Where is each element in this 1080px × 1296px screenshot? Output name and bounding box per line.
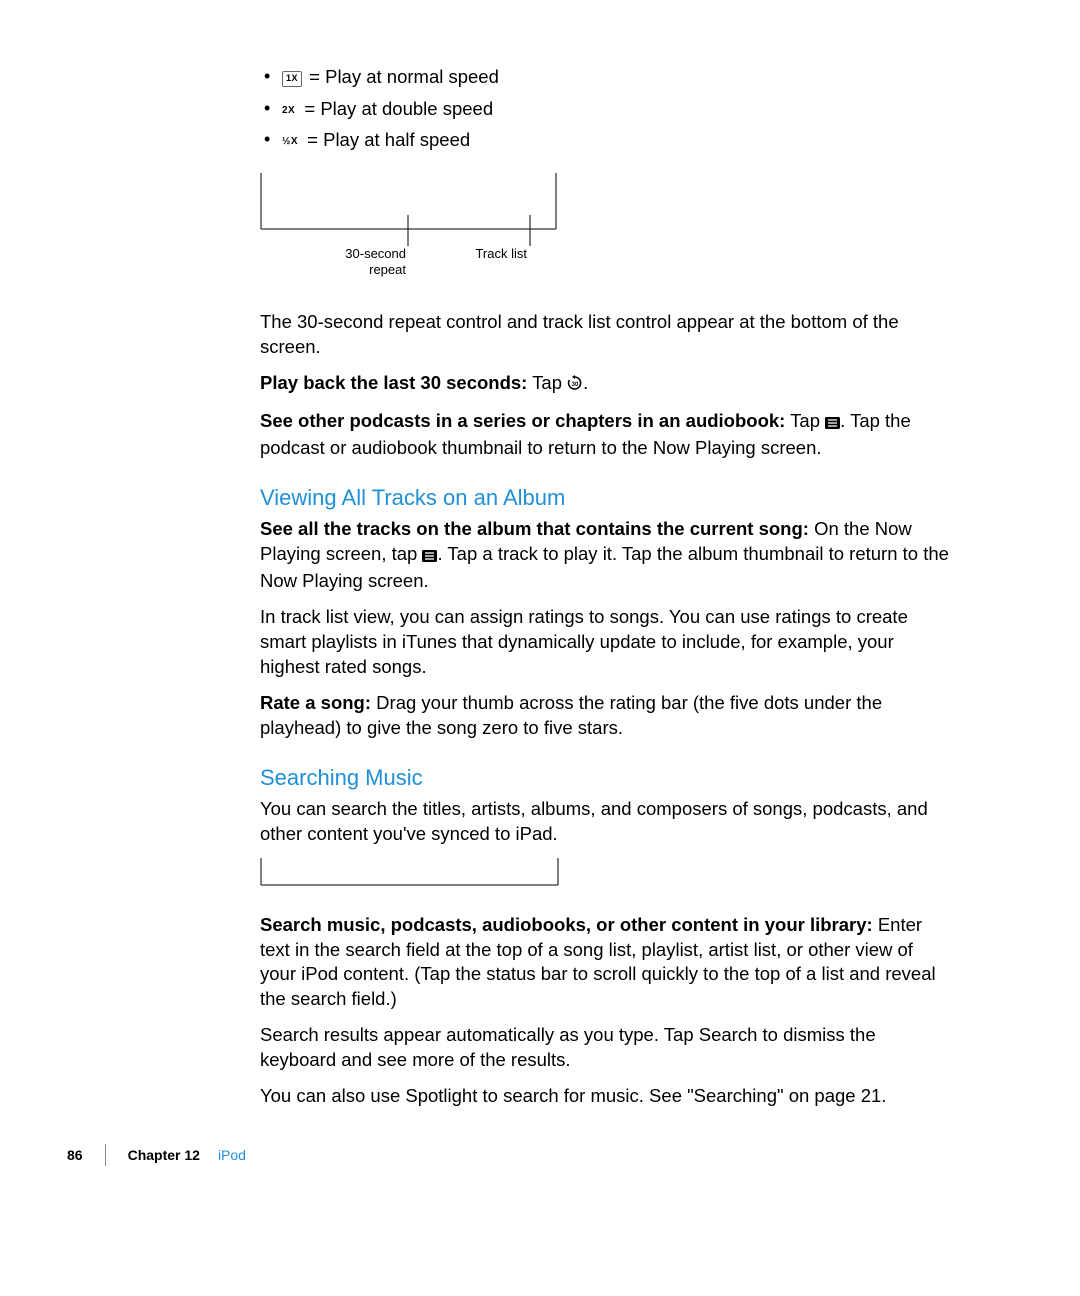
para-repeat-appear: The 30-second repeat control and track l… xyxy=(260,310,950,360)
para-seeother-bold: See other podcasts in a series or chapte… xyxy=(260,410,785,431)
page-number: 86 xyxy=(67,1147,83,1163)
para-rate-bold: Rate a song: xyxy=(260,692,371,713)
speed-badge-2x-icon: 2X xyxy=(282,103,295,119)
para-searchlib-bold: Search music, podcasts, audiobooks, or o… xyxy=(260,914,873,935)
speed-badge-halfx-icon: ½X xyxy=(282,134,298,150)
para-seeother: See other podcasts in a series or chapte… xyxy=(260,409,950,461)
speed-list: 1X = Play at normal speed 2X = Play at d… xyxy=(260,63,950,155)
speed-item-2x: 2X = Play at double speed xyxy=(260,95,950,124)
footer-divider xyxy=(105,1144,106,1166)
para-spotlight: You can also use Spotlight to search for… xyxy=(260,1084,950,1109)
para-playback-rest: Tap xyxy=(527,372,567,393)
speed-item-text: = Play at double speed xyxy=(299,98,493,119)
para-seeother-mid: Tap xyxy=(785,410,825,431)
speed-item-1x: 1X = Play at normal speed xyxy=(260,63,950,92)
para-tracklistview: In track list view, you can assign ratin… xyxy=(260,605,950,680)
speed-badge-1x-icon: 1X xyxy=(282,71,302,87)
list-icon xyxy=(825,411,840,436)
svg-text:30: 30 xyxy=(572,382,579,388)
chapter-title: iPod xyxy=(218,1147,246,1163)
para-search-intro: You can search the titles, artists, albu… xyxy=(260,797,950,847)
section-heading-viewing-tracks: Viewing All Tracks on an Album xyxy=(260,485,950,511)
para-playback-end: . xyxy=(583,372,588,393)
para-searchlib: Search music, podcasts, audiobooks, or o… xyxy=(260,913,950,1013)
repeat-30-icon: 30 xyxy=(567,373,583,398)
diagram-label-text: repeat xyxy=(369,262,406,277)
controls-diagram: 30-second repeat Track list xyxy=(260,173,560,288)
para-playback: Play back the last 30 seconds: Tap 30. xyxy=(260,371,950,398)
page-footer: 86 Chapter 12 iPod xyxy=(67,1144,246,1166)
para-seeall-bold: See all the tracks on the album that con… xyxy=(260,518,809,539)
para-playback-bold: Play back the last 30 seconds: xyxy=(260,372,527,393)
para-seeall: See all the tracks on the album that con… xyxy=(260,517,950,594)
diagram-label-repeat: 30-second repeat xyxy=(320,246,406,279)
diagram-label-tracklist: Track list xyxy=(465,246,527,262)
section-heading-searching-music: Searching Music xyxy=(260,765,950,791)
list-icon xyxy=(422,544,437,569)
diagram-label-text: Track list xyxy=(475,246,527,261)
diagram-label-text: 30-second xyxy=(345,246,406,261)
diagram-svg xyxy=(260,173,560,248)
search-box-svg xyxy=(260,858,560,886)
para-rate: Rate a song: Drag your thumb across the … xyxy=(260,691,950,741)
speed-item-text: = Play at normal speed xyxy=(304,66,499,87)
page: 1X = Play at normal speed 2X = Play at d… xyxy=(0,0,1080,1296)
speed-item-halfx: ½X = Play at half speed xyxy=(260,126,950,155)
speed-item-text: = Play at half speed xyxy=(302,129,470,150)
search-box-diagram xyxy=(260,858,950,891)
chapter-label: Chapter 12 xyxy=(128,1147,200,1163)
para-searchresults: Search results appear automatically as y… xyxy=(260,1023,950,1073)
